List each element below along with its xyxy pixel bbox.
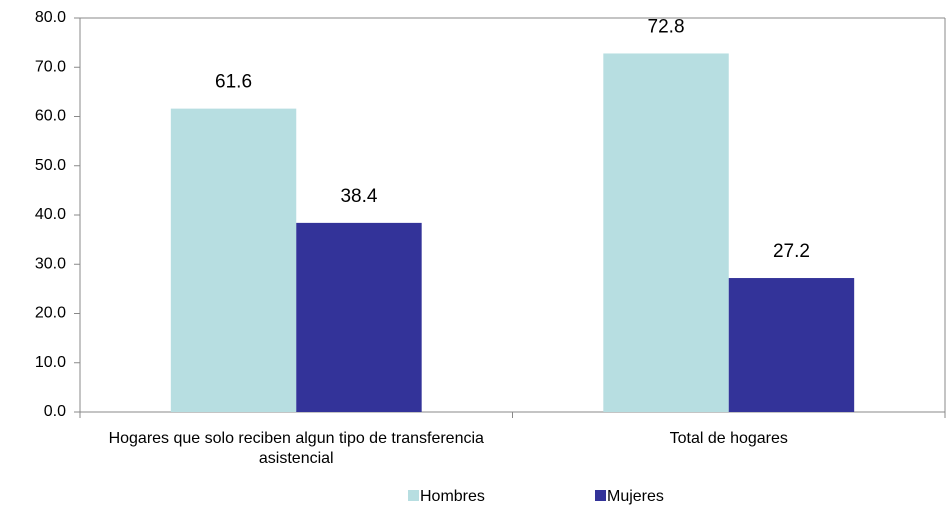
y-tick-label: 10.0 (35, 354, 66, 371)
y-tick-label: 80.0 (35, 9, 66, 26)
y-tick-label: 0.0 (44, 403, 66, 420)
bar (296, 222, 422, 412)
x-tick-label: Hogares que solo reciben algun tipo de t… (108, 430, 484, 467)
value-label: 61.6 (215, 72, 252, 93)
y-tick-label: 20.0 (35, 305, 66, 322)
y-tick-label: 50.0 (35, 157, 66, 174)
legend-swatch (408, 490, 419, 501)
legend-label: Hombres (420, 488, 485, 505)
value-label: 72.8 (648, 16, 685, 37)
y-tick-label: 30.0 (35, 255, 66, 272)
legend-label: Mujeres (607, 488, 664, 505)
x-tick-label: Total de hogares (669, 430, 788, 447)
value-label: 38.4 (340, 186, 377, 207)
bar (170, 108, 297, 413)
legend-swatch (595, 490, 606, 501)
y-tick-label: 60.0 (35, 108, 66, 125)
y-tick-label: 70.0 (35, 58, 66, 75)
value-label: 27.2 (773, 241, 810, 262)
bar (603, 53, 729, 413)
y-tick-label: 40.0 (35, 206, 66, 223)
bar (728, 278, 855, 412)
